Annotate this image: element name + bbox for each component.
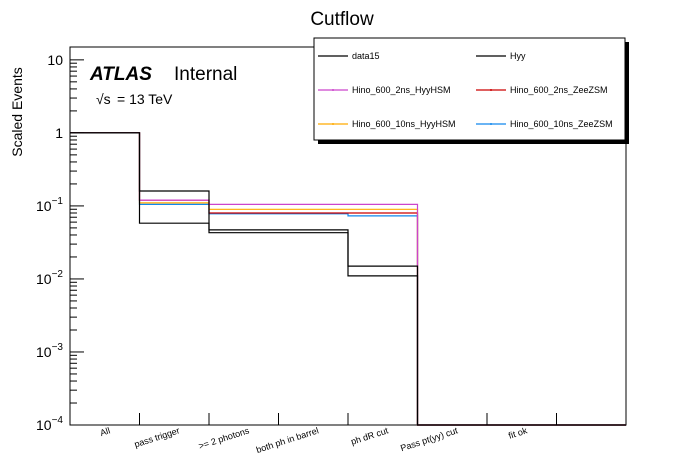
legend-label: Hino_600_2ns_HyyHSM: [352, 85, 451, 95]
legend-label: Hino_600_10ns_HyyHSM: [352, 119, 456, 129]
atlas-status: Internal: [174, 64, 237, 85]
x-tick-label: pass trigger: [133, 425, 181, 449]
series-layer: [70, 132, 626, 426]
energy-sqrt: √s: [96, 91, 111, 107]
x-tick-label: >= 2 photons: [197, 425, 251, 451]
x-tick-label: Pass pt(yy) cut: [399, 425, 459, 453]
legend-marker-dot: [332, 89, 334, 91]
legend-label: Hino_600_10ns_ZeeZSM: [510, 119, 613, 129]
series-line-hino-600-2ns-zeezsm: [70, 132, 626, 426]
legend-box: [313, 37, 626, 141]
legend-entries: data15 Hyy Hino_600_2ns_HyyHSM Hino_600_2ns…: [318, 51, 613, 129]
legend-marker-dot: [490, 89, 492, 91]
y-tick-label: 10−2: [36, 269, 63, 287]
x-tick-label: All: [99, 425, 112, 438]
legend-marker-dot: [332, 123, 334, 125]
series-line-hyy: [70, 132, 626, 426]
x-tick-label: both ph in barrel: [255, 425, 320, 455]
atlas-label: ATLAS Internal √s = 13 TeV: [89, 64, 237, 107]
legend: data15 Hyy Hino_600_2ns_HyyHSM Hino_600_2ns…: [313, 37, 629, 144]
y-axis-label: Scaled Events: [9, 67, 25, 157]
series-line-hino-600-10ns-hyyhsm: [70, 132, 626, 426]
x-axis: All pass trigger >= 2 photons both ph in ba…: [99, 413, 557, 455]
legend-label: Hyy: [510, 51, 526, 61]
chart-title: Cutflow: [310, 9, 374, 30]
x-tick-label: ph dR cut: [350, 425, 390, 447]
atlas-text: ATLAS: [89, 64, 152, 85]
series-line-data15: [70, 132, 626, 426]
y-tick-label: 1: [55, 125, 63, 141]
series-line-hino-600-10ns-zeezsm: [70, 132, 626, 426]
y-axis: 10 1 10−1 10−2 10−3 10−4: [36, 52, 84, 433]
y-tick-label: 10−1: [36, 196, 63, 214]
legend-label: Hino_600_2ns_ZeeZSM: [510, 85, 608, 95]
legend-label: data15: [352, 51, 380, 61]
y-tick-label: 10−3: [36, 342, 63, 360]
series-line-hino-600-2ns-hyyhsm: [70, 132, 626, 426]
legend-marker-dot: [490, 123, 492, 125]
y-tick-label: 10: [47, 52, 63, 68]
energy-value: = 13 TeV: [117, 91, 173, 107]
x-tick-label: fit ok: [507, 425, 529, 441]
y-tick-label: 10−4: [36, 415, 63, 433]
